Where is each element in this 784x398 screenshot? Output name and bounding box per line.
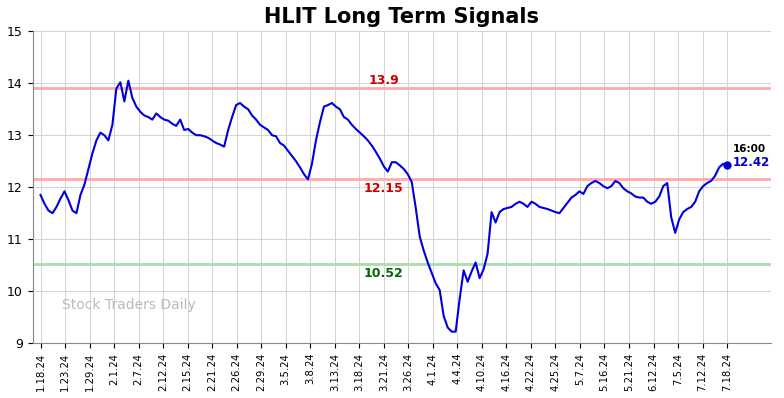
Title: HLIT Long Term Signals: HLIT Long Term Signals — [264, 7, 539, 27]
Text: 10.52: 10.52 — [364, 267, 404, 280]
Text: Stock Traders Daily: Stock Traders Daily — [62, 298, 196, 312]
Text: 12.42: 12.42 — [733, 156, 771, 169]
Text: 12.15: 12.15 — [364, 182, 404, 195]
Text: 13.9: 13.9 — [368, 74, 399, 87]
Text: 16:00: 16:00 — [733, 144, 766, 154]
